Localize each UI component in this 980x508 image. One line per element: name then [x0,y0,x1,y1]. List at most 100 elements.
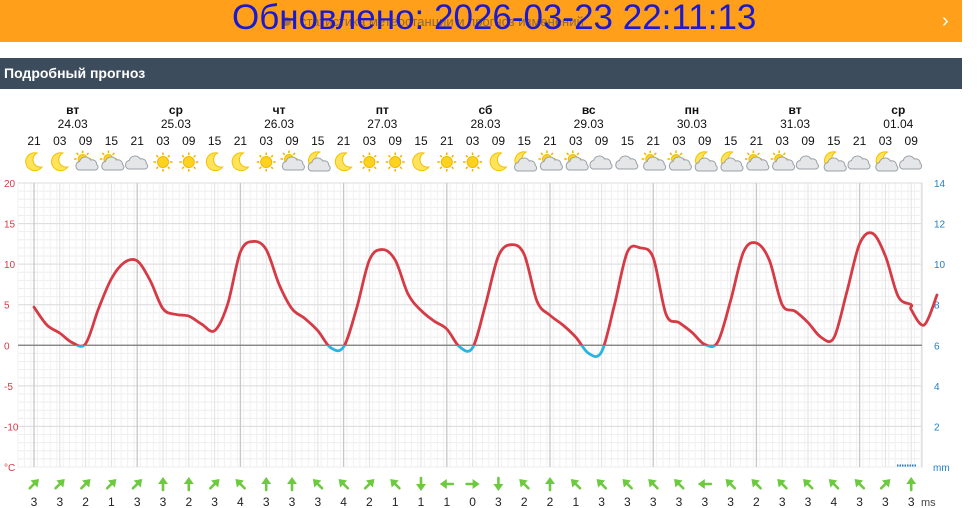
wind-speed-label: 2 [753,495,760,508]
cloud-shape [565,156,589,171]
cloud-icon [847,155,871,170]
sun-cloud-icon [770,150,796,171]
hour-label: 09 [285,134,299,148]
wind-arrow-n-icon [545,477,555,492]
cloud-shape [281,156,305,171]
wind-arrow-nw-icon [854,479,866,490]
wind-arrow-s-icon [493,476,504,491]
moon-shape [412,152,431,172]
sun-ray [258,166,262,170]
hour-label: 21 [853,134,867,148]
sun-ray [399,166,403,170]
wind-speed-label: 2 [366,495,373,508]
hour-label: 21 [234,134,248,148]
sun-icon [179,152,199,172]
sun-ray [76,152,79,156]
wind-speed-label: 3 [314,495,321,508]
hour-label: 09 [698,134,712,148]
sun-icon [437,152,457,172]
hour-label: 09 [595,134,609,148]
sun-ray [362,166,366,170]
wind-arrow-ne-icon [80,479,91,490]
wind-arrow-head [390,479,399,488]
wind-arrow-head [545,477,555,484]
sun-ray [362,154,366,158]
wind-speed-label: 3 [263,495,270,508]
wind-arrow-head [493,484,504,491]
sun-disc [389,156,402,168]
sun-ray [193,154,197,158]
wind-arrow-nw-icon [519,479,530,490]
hour-label: 15 [518,134,532,148]
day-weekday: сб [479,103,493,117]
day-weekday: вт [66,103,79,117]
sun-ray [439,154,443,158]
sun-ray [101,152,105,156]
chevron-right-icon[interactable]: › [942,10,949,32]
sun-ray [476,154,480,158]
wind-speed-label: 1 [108,495,115,508]
wind-speed-label: 3 [598,495,605,508]
wind-arrow-head [596,479,606,488]
hour-label: 03 [260,134,274,148]
sun-disc [440,156,453,168]
wind-arrow-head [881,479,891,488]
sun-disc [182,156,195,168]
sun-ray [167,166,171,170]
day-date: 31.03 [780,117,810,131]
hour-label: 21 [337,134,351,148]
sun-disc [157,156,169,168]
hour-label: 03 [879,134,893,148]
wind-arrow-n-icon [158,477,168,492]
sun-ray [270,154,274,158]
wind-arrow-head [30,479,39,488]
day-date: 01.04 [883,117,913,131]
sun-ray [757,152,760,156]
update-banner[interactable]: статистика метеостанции и прогноз измене… [0,0,962,42]
right-axis-tick-label: 2 [934,422,940,433]
cloud-moon-icon [823,151,847,172]
sun-ray [669,152,673,156]
wind-arrow-ne-icon [131,479,143,490]
sun-ray [439,166,443,170]
cloud-moon-icon [514,151,538,172]
sun-ray [465,166,469,170]
sun-ray [387,154,391,158]
wind-unit: ms [921,497,936,508]
hour-label: 21 [543,134,557,148]
moon-icon [25,152,44,172]
wind-arrow-head [674,479,683,488]
wind-speed-label: 3 [134,495,141,508]
sun-ray [540,152,544,156]
wind-speed-label: 3 [495,495,502,508]
right-axis-tick-label: 6 [934,341,940,352]
sun-cloud-icon [641,150,667,171]
hour-label: 03 [672,134,686,148]
wind-arrow-w-icon [697,479,713,489]
left-axis-tick-label: 5 [4,301,10,312]
day-date: 27.03 [367,117,397,131]
sun-icon [256,152,276,172]
wind-speed-label: 4 [237,495,244,508]
wind-speed-label: 3 [56,495,63,508]
wind-speed-label: 3 [856,495,863,508]
cloud-shape [539,156,563,171]
hour-label: 15 [311,134,325,148]
day-weekday: пн [685,103,700,117]
wind-arrow-nw-icon [596,479,608,490]
sun-cloud-icon [564,150,589,171]
sun-cloud-icon [538,150,563,171]
day-weekday: чт [273,103,286,117]
wind-arrow-head [803,479,812,488]
hour-label: 03 [156,134,170,148]
wind-arrow-head [338,479,348,488]
hour-label: 21 [750,134,764,148]
sun-ray [193,166,197,170]
cloud-shape [746,156,770,171]
sun-disc [466,156,479,168]
cloud-shape [694,157,718,172]
day-date: 29.03 [574,117,604,131]
wind-speed-label: 2 [185,495,192,508]
moon-shape [334,152,353,172]
cloud-icon [795,155,819,170]
